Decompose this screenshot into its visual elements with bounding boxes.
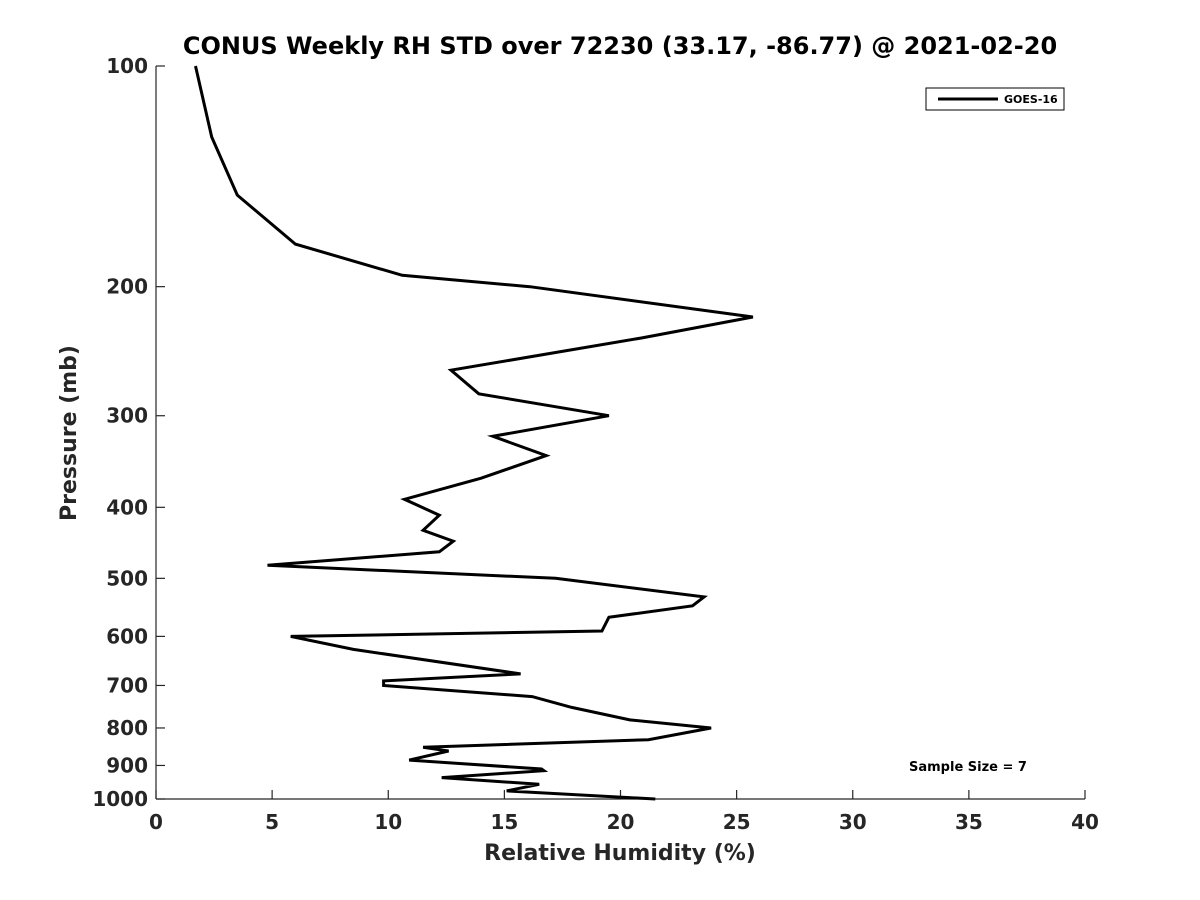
y-ticks-group: 100 200 300 400 500 600 700 800 900 1000 <box>92 54 165 811</box>
x-tick-label: 40 <box>1071 810 1099 834</box>
y-tick-label: 100 <box>106 54 148 78</box>
y-tick-label: 700 <box>106 673 148 697</box>
series-line-goes-16 <box>194 65 754 801</box>
y-tick-label: 200 <box>106 275 148 299</box>
x-tick-label: 15 <box>490 810 518 834</box>
y-tick-label: 500 <box>106 566 148 590</box>
y-axis-label: Pressure (mb) <box>57 345 82 521</box>
legend: GOES-16 <box>925 87 1065 111</box>
x-tick-label: 20 <box>607 810 635 834</box>
y-tick-label: 400 <box>106 495 148 519</box>
x-tick-label: 5 <box>265 810 279 834</box>
y-tick-label: 600 <box>106 624 148 648</box>
chart-title: CONUS Weekly RH STD over 72230 (33.17, -… <box>183 32 1057 60</box>
x-tick-label: 0 <box>149 810 163 834</box>
x-tick-label: 25 <box>723 810 751 834</box>
y-tick-label: 800 <box>106 716 148 740</box>
axes-group <box>155 66 1085 800</box>
y-tick-label: 300 <box>106 404 148 428</box>
x-tick-label: 30 <box>839 810 867 834</box>
series-group <box>194 65 754 801</box>
y-tick-label: 1000 <box>92 787 148 811</box>
legend-label-goes-16: GOES-16 <box>1004 93 1058 106</box>
x-axis-label: Relative Humidity (%) <box>484 841 756 866</box>
y-tick-label: 900 <box>106 753 148 777</box>
x-ticks-group: 0 5 10 15 20 25 30 35 40 <box>149 790 1099 834</box>
sample-size-annotation: Sample Size = 7 <box>909 760 1027 775</box>
x-tick-label: 10 <box>374 810 402 834</box>
x-tick-label: 35 <box>955 810 983 834</box>
